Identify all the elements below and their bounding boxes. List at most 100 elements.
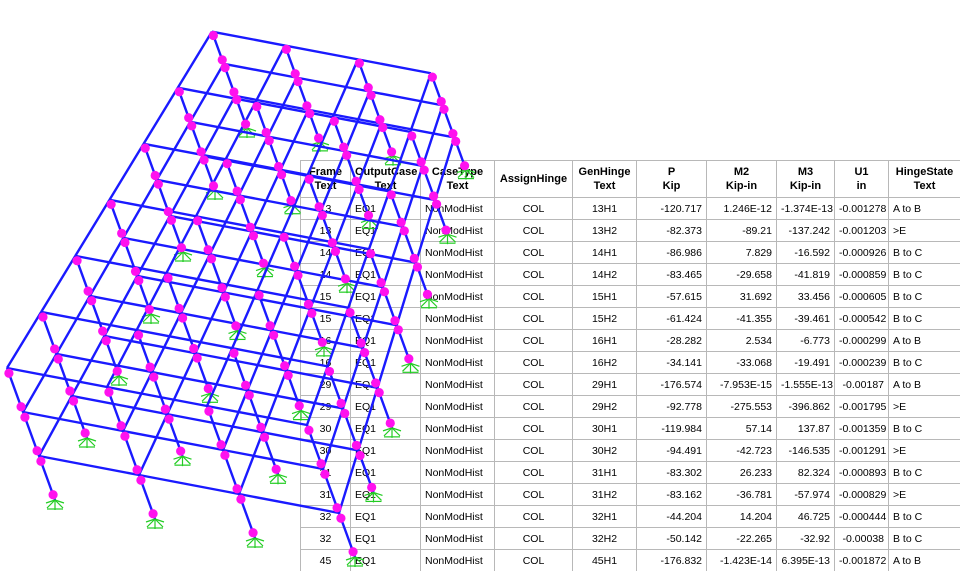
table-cell: 57.14 bbox=[706, 417, 777, 440]
support bbox=[209, 392, 219, 402]
beam bbox=[142, 87, 179, 145]
column-name: OutputCase bbox=[355, 166, 418, 178]
table-cell: EQ1 bbox=[350, 307, 421, 330]
column bbox=[256, 290, 274, 331]
support bbox=[310, 141, 321, 146]
table-cell: NonModHist bbox=[420, 241, 495, 264]
support bbox=[237, 127, 248, 132]
column bbox=[278, 170, 294, 206]
table-cell: >E bbox=[888, 483, 960, 506]
table-cell: 15H2 bbox=[572, 307, 637, 330]
hinge bbox=[256, 422, 266, 432]
column bbox=[237, 195, 254, 232]
column-header: CaseType Text bbox=[420, 160, 495, 198]
hinge bbox=[241, 380, 251, 390]
beam bbox=[284, 44, 359, 61]
table-cell: -0.001359 bbox=[834, 417, 889, 440]
hinge bbox=[116, 421, 126, 431]
support bbox=[246, 127, 256, 137]
table-cell: B to C bbox=[888, 461, 960, 484]
hinge bbox=[220, 450, 230, 460]
table-cell: -176.574 bbox=[636, 373, 707, 396]
beam bbox=[194, 291, 225, 354]
hinge bbox=[363, 83, 373, 93]
table-cell: COL bbox=[494, 351, 573, 374]
hinge bbox=[427, 72, 437, 82]
hinge bbox=[120, 237, 130, 248]
hinge bbox=[302, 101, 312, 111]
column bbox=[285, 370, 303, 411]
column bbox=[21, 411, 41, 457]
beam bbox=[6, 366, 108, 389]
hinge bbox=[235, 195, 245, 205]
table-cell: 15 bbox=[300, 285, 351, 308]
hinge bbox=[196, 147, 206, 157]
hinge bbox=[229, 348, 239, 358]
table-cell: 33.456 bbox=[776, 285, 835, 308]
hinge bbox=[112, 366, 122, 376]
hinge bbox=[283, 370, 293, 380]
column bbox=[250, 231, 267, 268]
table-cell: A to B bbox=[888, 329, 960, 352]
table-cell: EQ1 bbox=[350, 197, 421, 220]
support bbox=[264, 267, 274, 277]
results-table: Frame Text OutputCase Text CaseType Text Assig… bbox=[300, 160, 960, 571]
column bbox=[380, 123, 395, 157]
header-row: Frame Text OutputCase Text CaseType Text Assig… bbox=[300, 160, 960, 198]
table-cell: COL bbox=[494, 527, 573, 550]
beam bbox=[225, 158, 308, 177]
table-cell: EQ1 bbox=[350, 549, 421, 571]
beam bbox=[22, 410, 124, 433]
table-cell: 13H1 bbox=[572, 197, 637, 220]
support bbox=[182, 455, 192, 460]
column bbox=[307, 109, 322, 143]
beam bbox=[254, 44, 287, 103]
beam bbox=[106, 385, 208, 408]
column bbox=[331, 116, 347, 152]
support bbox=[182, 455, 191, 465]
column bbox=[224, 158, 240, 196]
hinge bbox=[248, 528, 258, 538]
beam bbox=[105, 329, 138, 388]
support bbox=[154, 518, 165, 523]
beam bbox=[155, 121, 192, 181]
support bbox=[268, 473, 279, 478]
beam bbox=[255, 101, 334, 119]
table-row: 32 EQ1 NonModHist COL 32H1 -44.204 14.204 46.72… bbox=[300, 505, 960, 528]
beam bbox=[179, 253, 211, 314]
support bbox=[109, 375, 120, 380]
beam bbox=[104, 334, 196, 355]
table-cell: 13H2 bbox=[572, 219, 637, 242]
support bbox=[46, 499, 56, 509]
table-cell: -137.242 bbox=[776, 219, 835, 242]
hinge bbox=[174, 87, 184, 97]
beam bbox=[250, 170, 282, 233]
hinge bbox=[203, 245, 213, 255]
table-cell: -0.000926 bbox=[834, 241, 889, 264]
table-cell: NonModHist bbox=[420, 307, 495, 330]
table-cell: 32 bbox=[300, 527, 351, 550]
hinge bbox=[274, 161, 284, 172]
support bbox=[246, 127, 257, 132]
column bbox=[210, 31, 225, 65]
table-cell: -22.265 bbox=[706, 527, 777, 550]
table-cell: -57.615 bbox=[636, 285, 707, 308]
column bbox=[441, 104, 456, 138]
table-cell: B to C bbox=[888, 527, 960, 550]
column bbox=[121, 430, 141, 476]
table-cell: A to B bbox=[888, 197, 960, 220]
table-row: 14 EQ1 NonModHist COL 14H1 -86.986 7.829 -16.59… bbox=[300, 241, 960, 264]
table-cell: A to B bbox=[888, 373, 960, 396]
beam bbox=[166, 271, 258, 292]
table-cell: -94.491 bbox=[636, 439, 707, 462]
hinge bbox=[222, 159, 232, 169]
table-row: 29 EQ1 NonModHist COL 29H1 -176.574 -7.953E-15… bbox=[300, 373, 960, 396]
hinge bbox=[354, 58, 364, 68]
hinge bbox=[244, 390, 254, 400]
beam bbox=[55, 295, 91, 355]
hinge bbox=[160, 404, 170, 414]
beam bbox=[195, 215, 283, 234]
table-cell: -0.000299 bbox=[834, 329, 889, 352]
column bbox=[201, 155, 217, 191]
column bbox=[283, 45, 298, 79]
